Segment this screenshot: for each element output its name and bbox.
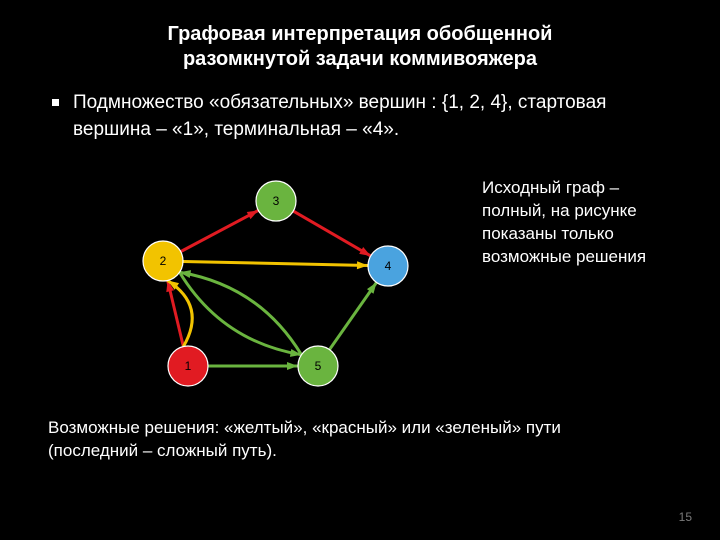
node-label-2: 2 — [160, 254, 167, 268]
arrowhead-2-4 — [357, 261, 368, 269]
edge-2-3 — [181, 211, 259, 252]
node-label-4: 4 — [385, 259, 392, 273]
graph-diagram: 1 2 3 4 5 — [48, 151, 478, 411]
mid-region: 1 2 3 4 5 Исходный граф – полный, на рисунке… — [48, 151, 672, 411]
slide-title: Графовая интерпретация обобщенной разомк… — [48, 22, 672, 72]
slide-root: Графовая интерпретация обобщенной разомк… — [0, 0, 720, 540]
edge-2-4 — [183, 262, 368, 266]
side-note: Исходный граф – полный, на рисунке показ… — [478, 151, 672, 269]
bullet-marker-icon — [52, 99, 59, 106]
page-number: 15 — [679, 510, 692, 524]
edge-3-4 — [293, 211, 370, 256]
bullet-text: Подмножество «обязательных» вершин : {1,… — [73, 90, 672, 143]
node-label-3: 3 — [273, 194, 280, 208]
edge-2-5 — [180, 272, 302, 355]
title-line-2: разомкнутой задачи коммивояжера — [183, 48, 537, 70]
edge-5-2 — [180, 272, 302, 355]
edge-5-4 — [329, 283, 376, 350]
node-label-5: 5 — [315, 359, 322, 373]
node-label-1: 1 — [185, 359, 192, 373]
arrowhead-1-5 — [287, 362, 298, 370]
footer-note: Возможные решения: «желтый», «красный» и… — [48, 417, 568, 463]
bullet-item: Подмножество «обязательных» вершин : {1,… — [52, 90, 672, 143]
arrowhead-3-4 — [359, 247, 371, 256]
title-line-1: Графовая интерпретация обобщенной — [168, 23, 553, 45]
arrowhead-2-3 — [247, 211, 259, 220]
graph-svg: 1 2 3 4 5 — [48, 151, 478, 411]
